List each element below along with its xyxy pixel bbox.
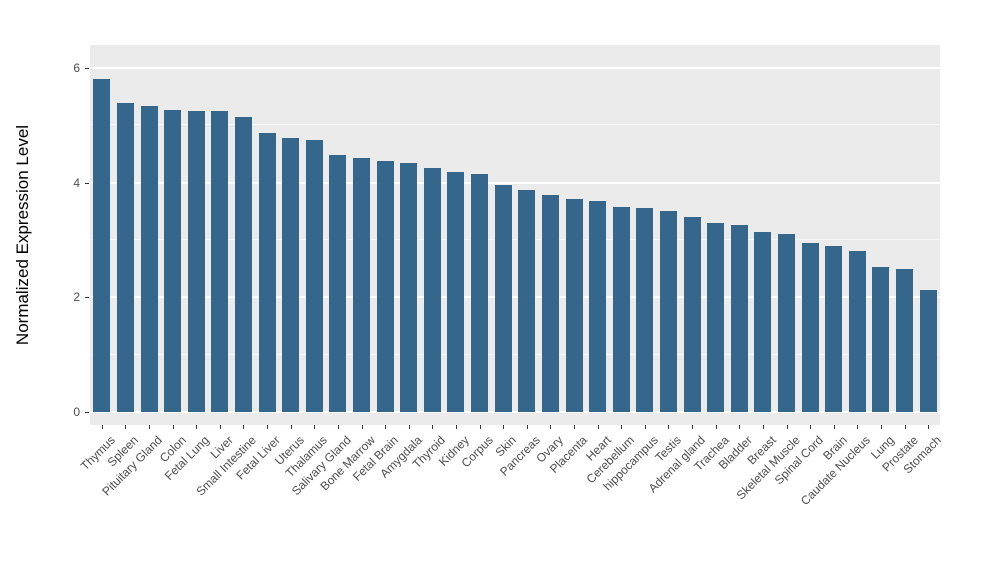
bar xyxy=(896,269,913,412)
bar xyxy=(542,195,559,412)
y-tick-mark xyxy=(85,68,89,69)
x-tick-mark xyxy=(196,425,198,429)
bar xyxy=(778,234,795,412)
x-tick-mark xyxy=(644,425,646,429)
bar xyxy=(660,211,677,412)
x-tick-mark xyxy=(479,425,481,429)
x-tick-mark xyxy=(503,425,505,429)
x-tick-mark xyxy=(833,425,835,429)
x-tick-mark xyxy=(219,425,221,429)
gridline-major xyxy=(90,411,940,413)
x-tick-mark xyxy=(337,425,339,429)
bar xyxy=(141,106,158,412)
bar xyxy=(849,251,866,412)
gridline-major xyxy=(90,296,940,299)
x-tick-mark xyxy=(904,425,906,429)
x-tick-mark xyxy=(290,425,292,429)
bar xyxy=(235,117,252,412)
bar xyxy=(495,185,512,412)
y-tick-label: 2 xyxy=(73,290,80,305)
x-tick-mark xyxy=(810,425,812,429)
bar xyxy=(636,208,653,412)
bar xyxy=(613,207,630,412)
y-tick-label: 0 xyxy=(73,405,80,419)
bar xyxy=(424,168,441,412)
y-tick-label: 6 xyxy=(73,61,80,75)
bar xyxy=(872,267,889,412)
x-tick-mark xyxy=(739,425,741,429)
bar xyxy=(306,140,323,412)
bar xyxy=(731,225,748,412)
bar xyxy=(566,199,583,412)
y-tick-label: 4 xyxy=(73,175,80,190)
bar xyxy=(707,223,724,412)
bar xyxy=(282,138,299,412)
y-tick-mark xyxy=(85,412,89,413)
bar xyxy=(589,201,606,412)
x-tick-mark xyxy=(101,425,103,429)
bar xyxy=(164,110,181,412)
gridline-major xyxy=(90,67,940,69)
x-tick-mark xyxy=(621,425,623,429)
y-axis-title: Normalized Expression Level xyxy=(8,45,38,425)
x-tick-mark xyxy=(928,425,930,429)
bar xyxy=(471,174,488,412)
bar xyxy=(518,190,535,412)
gridline-minor xyxy=(90,239,940,240)
x-tick-mark xyxy=(314,425,316,429)
y-tick-mark xyxy=(85,297,89,299)
bar xyxy=(259,133,276,412)
x-tick-mark xyxy=(361,425,363,429)
x-tick-mark xyxy=(715,425,717,429)
x-tick-mark xyxy=(243,425,245,429)
gridline-minor xyxy=(90,353,940,355)
x-tick-mark xyxy=(408,425,410,429)
x-tick-mark xyxy=(597,425,599,429)
bar xyxy=(211,111,228,412)
bar xyxy=(329,155,346,412)
x-tick-mark xyxy=(574,425,576,429)
bar xyxy=(353,158,370,412)
x-tick-mark xyxy=(125,425,127,429)
bar xyxy=(754,232,771,412)
bar xyxy=(117,103,134,412)
plot-area xyxy=(90,45,940,425)
x-tick-mark xyxy=(385,425,387,429)
bar xyxy=(188,111,205,412)
bar xyxy=(93,79,110,412)
x-tick-mark xyxy=(267,425,269,429)
x-tick-mark xyxy=(880,425,882,429)
x-tick-mark xyxy=(432,425,434,429)
x-tick-mark xyxy=(762,425,764,429)
x-tick-mark xyxy=(692,425,694,429)
x-tick-mark xyxy=(455,425,457,429)
x-tick-mark xyxy=(550,425,552,429)
x-tick-mark xyxy=(786,425,788,429)
y-axis-title-text: Normalized Expression Level xyxy=(13,124,32,346)
bar xyxy=(920,290,937,412)
bar xyxy=(447,172,464,412)
y-tick-mark xyxy=(85,182,89,184)
x-tick-mark xyxy=(857,425,859,429)
bar xyxy=(684,217,701,412)
bar xyxy=(400,163,417,412)
x-tick-mark xyxy=(526,425,528,429)
gridline-minor xyxy=(90,124,940,126)
bar xyxy=(802,243,819,412)
bar xyxy=(377,161,394,412)
x-tick-mark xyxy=(172,425,174,429)
x-tick-mark xyxy=(668,425,670,429)
bar xyxy=(825,246,842,412)
x-tick-mark xyxy=(149,425,151,429)
gridline-major xyxy=(90,181,940,184)
